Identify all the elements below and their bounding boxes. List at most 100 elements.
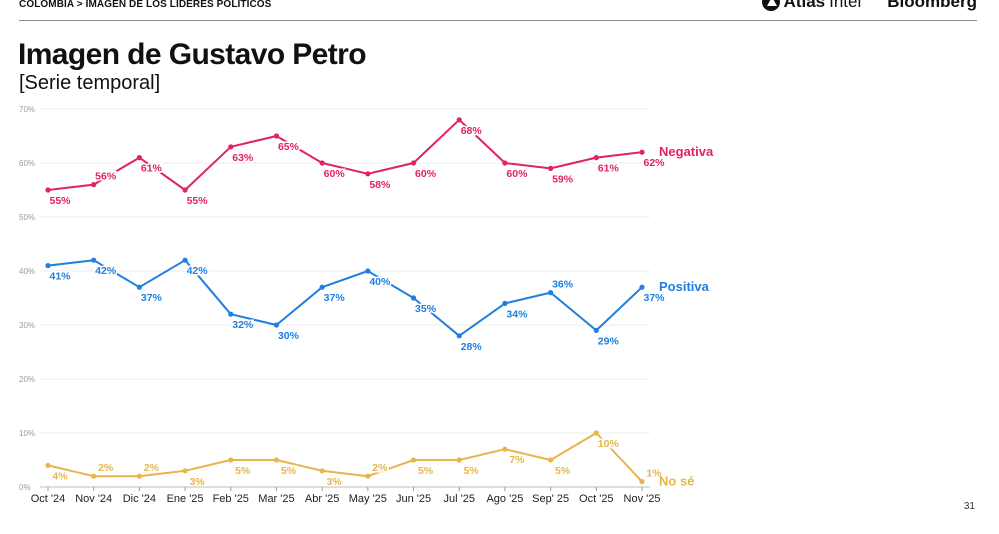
x-tick-label: Ene '25 [167, 493, 204, 505]
data-label: 2% [98, 462, 114, 474]
data-label: 35% [415, 303, 437, 315]
data-label: 41% [49, 271, 71, 283]
data-label: 3% [189, 476, 205, 488]
data-label: 56% [95, 171, 117, 183]
data-point [136, 284, 142, 290]
series-line [47, 259, 643, 337]
data-label: 58% [369, 179, 391, 191]
atlasintel-logo-bold: Atlas [783, 0, 826, 11]
data-label: 63% [232, 152, 254, 164]
data-label: 7% [509, 454, 525, 466]
data-point [639, 479, 645, 485]
atlasintel-logo-light: Intel [829, 0, 862, 11]
data-label: 61% [598, 163, 620, 175]
data-label: 5% [555, 465, 571, 477]
data-point [91, 257, 97, 263]
data-label: 65% [278, 141, 300, 153]
data-point [273, 322, 280, 328]
data-point [502, 160, 508, 166]
page-number: 31 [963, 501, 975, 512]
data-label: 55% [49, 195, 71, 207]
data-label: 4% [52, 470, 68, 482]
data-point [548, 290, 554, 296]
y-tick-label: 0% [19, 483, 31, 492]
x-tick-label: Nov '25 [624, 493, 661, 505]
data-point [593, 155, 599, 161]
series-line [47, 432, 643, 483]
breadcrumb: COLOMBIA > IMAGEN DE LOS LÍDERES POLÍTIC… [19, 0, 272, 10]
data-point [91, 473, 97, 479]
data-label: 37% [643, 292, 665, 304]
x-tick-label: Mar '25 [258, 493, 294, 505]
data-point [456, 457, 462, 463]
x-tick-label: Dic '24 [123, 493, 156, 505]
x-tick-label: Ago '25 [486, 493, 523, 505]
y-tick-label: 70% [19, 105, 35, 114]
data-label: 1% [646, 468, 662, 480]
data-point [182, 468, 188, 474]
data-label: 42% [95, 265, 117, 277]
data-point [410, 160, 417, 166]
x-tick-label: May '25 [349, 493, 387, 505]
data-label: 30% [278, 330, 300, 342]
data-point [410, 295, 417, 301]
x-tick-label: Jul '25 [444, 493, 475, 505]
data-label: 60% [324, 168, 346, 180]
data-point [273, 133, 280, 139]
data-label: 32% [232, 319, 254, 331]
data-point [45, 187, 51, 193]
data-label: 5% [235, 465, 251, 477]
data-point [182, 187, 188, 193]
bloomberg-logo: Bloomberg [887, 0, 977, 11]
series-name-label: Negativa [659, 144, 714, 159]
x-tick-label: Abr '25 [305, 493, 340, 505]
x-tick-label: Feb '25 [213, 493, 249, 505]
x-tick-label: Nov '24 [75, 493, 112, 505]
brand-logos: Atlas Intel Bloomberg [761, 0, 977, 12]
data-point [548, 165, 554, 171]
data-point [182, 257, 188, 263]
y-tick-label: 30% [19, 321, 35, 330]
series-name-label: Positiva [659, 279, 710, 294]
data-label: 37% [324, 292, 346, 304]
series-line [47, 118, 643, 191]
x-tick-label: Jun '25 [396, 493, 431, 505]
data-label: 68% [461, 125, 483, 137]
x-tick-label: Sep' 25 [532, 493, 569, 505]
x-tick-label: Oct '24 [31, 493, 66, 505]
data-point [593, 327, 599, 333]
data-label: 42% [187, 265, 209, 277]
data-point [639, 284, 645, 290]
data-label: 59% [552, 173, 574, 185]
data-point [228, 457, 234, 463]
data-point [91, 182, 97, 188]
data-label: 61% [141, 163, 163, 175]
data-point [228, 311, 234, 317]
data-label: 29% [598, 335, 620, 347]
data-point [365, 268, 371, 274]
data-label: 5% [464, 465, 480, 477]
page-title: Imagen de Gustavo Petro [18, 38, 367, 71]
data-point [319, 468, 325, 474]
data-point [273, 457, 280, 463]
data-point [502, 300, 508, 306]
data-label: 60% [506, 168, 528, 180]
data-point [456, 117, 462, 123]
data-label: 60% [415, 168, 437, 180]
series-name-label: No sé [659, 474, 694, 489]
data-label: 62% [643, 157, 665, 169]
data-point [45, 462, 51, 468]
data-point [365, 171, 371, 177]
x-tick-label: Oct '25 [579, 493, 614, 505]
data-label: 55% [187, 195, 209, 207]
data-point [319, 160, 325, 166]
y-tick-label: 10% [19, 429, 35, 438]
data-point [136, 473, 142, 479]
data-point [593, 430, 599, 436]
data-point [456, 333, 462, 339]
data-label: 36% [552, 279, 574, 291]
data-point [136, 155, 142, 161]
data-label: 28% [461, 341, 483, 353]
atlasintel-logo-icon [761, 0, 780, 11]
data-label: 34% [506, 308, 528, 320]
